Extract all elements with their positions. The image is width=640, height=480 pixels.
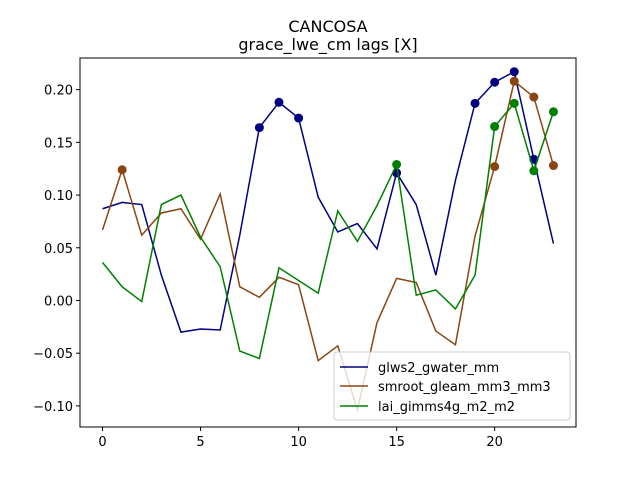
x-tick-label: 5 (196, 435, 204, 450)
data-point-lai-gimms4g-m2-m2 (490, 122, 500, 132)
data-point-lai-gimms4g-m2-m2 (529, 166, 539, 176)
x-tick-label: 10 (290, 435, 307, 450)
legend-box (333, 351, 571, 421)
data-point-glws2-gwater-mm (274, 97, 284, 107)
data-point-glws2-gwater-mm (490, 77, 500, 87)
legend-label-glws2-gwater-mm: glws2_gwater_mm (378, 361, 499, 376)
data-point-smroot-gleam-mm3-mm3 (490, 162, 500, 172)
data-point-lai-gimms4g-m2-m2 (548, 107, 558, 117)
axes-frame (79, 57, 577, 428)
y-tick-label: 0.10 (44, 189, 73, 204)
chart-title: CANCOSA (288, 17, 367, 36)
y-tick-label: −0.05 (33, 347, 73, 362)
series-line-smroot-gleam-mm3-mm3 (101, 79, 555, 414)
y-tick-label: 0.20 (44, 84, 73, 99)
x-tick-label: 15 (388, 435, 405, 450)
data-point-lai-gimms4g-m2-m2 (509, 98, 519, 108)
legend-label-smroot-gleam-mm3-mm3: smroot_gleam_mm3_mm3 (378, 380, 551, 395)
data-point-glws2-gwater-mm (294, 113, 304, 123)
x-tick-label: 0 (98, 435, 106, 450)
y-tick-label: 0.15 (44, 136, 73, 151)
series-line-glws2-gwater-mm (102, 70, 555, 333)
series-layer (101, 67, 558, 414)
data-point-smroot-gleam-mm3-mm3 (529, 92, 539, 102)
series-line-lai-gimms4g-m2-m2 (101, 101, 555, 360)
data-point-glws2-gwater-mm (254, 123, 264, 133)
legend-label-lai-gimms4g-m2-m2: lai_gimms4g_m2_m2 (378, 400, 515, 415)
x-tick-label: 20 (486, 435, 503, 450)
plot-area: 0 5 10 15 20 −0.10 −0.05 0.00 0.05 0.10 0.15 0.20 (33, 57, 577, 450)
y-axis: −0.10 −0.05 0.00 0.05 0.10 0.15 0.20 (33, 84, 80, 415)
chart-subtitle: grace_lwe_cm lags [X] (238, 35, 417, 55)
legend: glws2_gwater_mm smroot_gleam_mm3_mm3 lai… (333, 351, 571, 421)
data-point-smroot-gleam-mm3-mm3 (548, 161, 558, 171)
y-tick-label: −0.10 (33, 400, 73, 415)
y-tick-label: 0.00 (44, 294, 73, 309)
data-point-glws2-gwater-mm (470, 98, 480, 108)
data-point-smroot-gleam-mm3-mm3 (509, 76, 519, 86)
data-point-glws2-gwater-mm (509, 67, 519, 77)
data-point-smroot-gleam-mm3-mm3 (117, 165, 127, 175)
data-point-lai-gimms4g-m2-m2 (392, 159, 402, 169)
x-axis: 0 5 10 15 20 (98, 427, 503, 450)
y-tick-label: 0.05 (44, 242, 73, 257)
